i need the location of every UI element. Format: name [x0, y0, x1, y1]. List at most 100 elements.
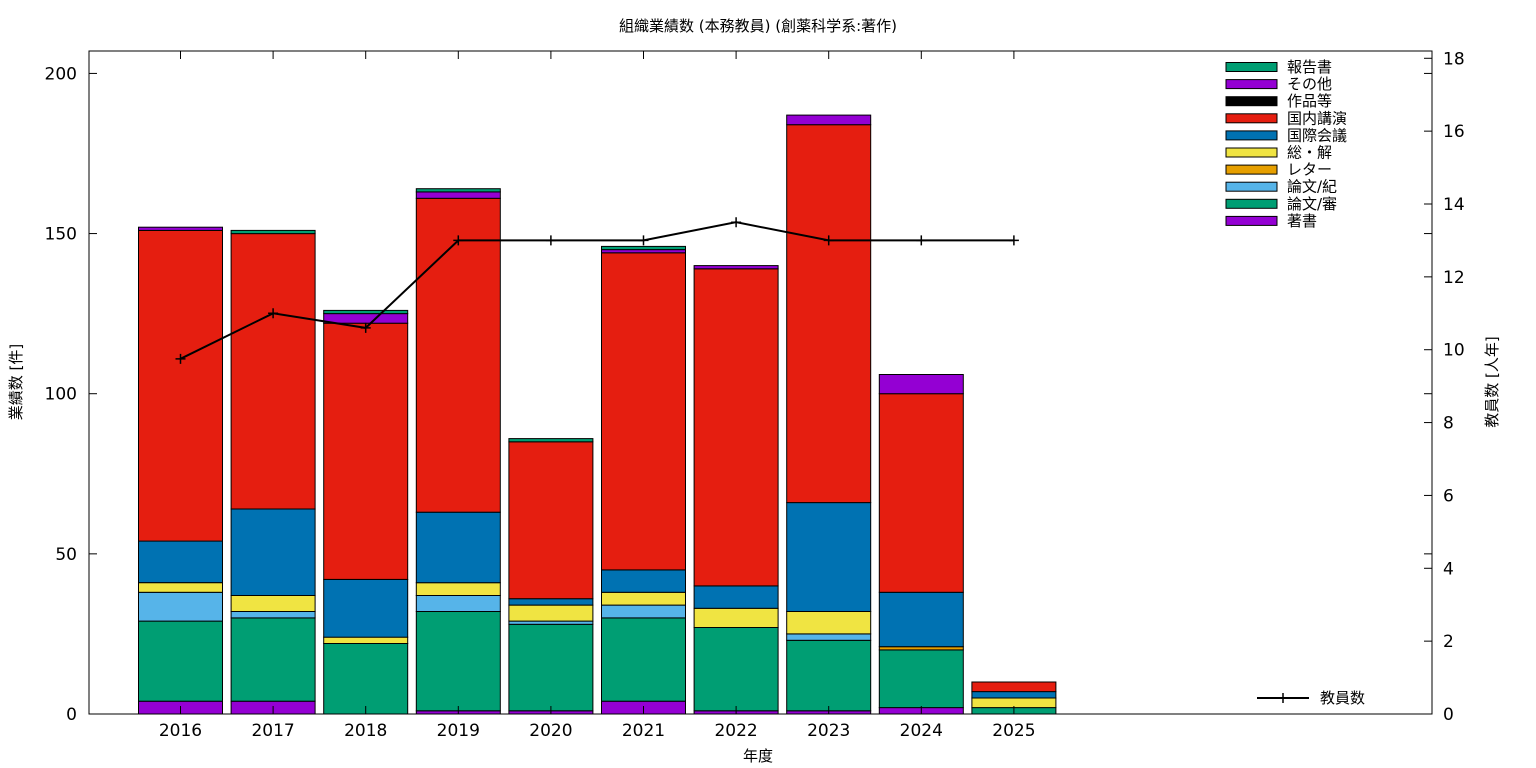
bar-2019-報告書 — [415, 188, 501, 193]
bar-2020-論文-審 — [508, 623, 594, 712]
bar-2024-国内講演 — [878, 393, 964, 593]
faculty-point-2023 — [823, 235, 834, 246]
faculty-line — [175, 217, 1019, 364]
y-tick-label: 100 — [45, 385, 77, 405]
bar-2017-報告書 — [230, 229, 316, 235]
faculty-point-2017 — [268, 308, 279, 319]
bar-2016-その他 — [138, 226, 223, 231]
x-tick-label: 2020 — [529, 721, 572, 741]
y-tick-label: 50 — [55, 545, 77, 565]
bar-2021-論文-審 — [601, 617, 686, 702]
legend-swatch-レター — [1225, 164, 1278, 175]
bar-2021-報告書 — [601, 245, 686, 251]
bar-2018-国際会議 — [323, 579, 409, 638]
x-tick-label: 2019 — [437, 721, 480, 741]
legend-label-論文-紀: 論文/紀 — [1287, 178, 1337, 196]
legend-label-著書: 著書 — [1287, 212, 1317, 230]
bar-2023-論文-審 — [786, 639, 872, 712]
x-tick-label: 2018 — [344, 721, 387, 741]
legend-label-総-解: 総・解 — [1287, 144, 1332, 162]
legend-label-その他: その他 — [1287, 75, 1332, 93]
faculty-point-2024 — [916, 235, 927, 246]
faculty-point-2019 — [453, 235, 464, 246]
bar-2016-国際会議 — [138, 540, 223, 584]
faculty-point-2016 — [175, 353, 186, 364]
legend-swatch-論文-紀 — [1225, 181, 1278, 192]
bar-2018-総-解 — [323, 636, 409, 644]
x-axis-label: 年度 — [743, 747, 773, 765]
bar-2025-国際会議 — [971, 691, 1057, 699]
bar-2019-論文-審 — [415, 611, 501, 712]
y-axis-label: 業績数 [件] — [7, 344, 25, 420]
y2-tick-label: 18 — [1443, 49, 1465, 69]
bar-2017-総-解 — [230, 595, 316, 612]
y2-tick-label: 8 — [1443, 414, 1454, 434]
bar-2017-論文-紀 — [230, 611, 316, 619]
bar-2018-報告書 — [323, 309, 409, 315]
y2-tick-label: 2 — [1443, 632, 1454, 652]
x-tick-label: 2024 — [900, 721, 943, 741]
bar-2022-国内講演 — [693, 268, 779, 587]
bar-2020-総-解 — [508, 604, 594, 622]
bar-2019-論文-紀 — [415, 595, 501, 612]
x-tick-label: 2022 — [714, 721, 757, 741]
bar-2020-国内講演 — [508, 441, 594, 600]
bar-2025-国内講演 — [971, 681, 1057, 693]
faculty-point-2018 — [360, 322, 371, 333]
bar-2021-国際会議 — [601, 569, 686, 593]
bar-2021-国内講演 — [601, 252, 686, 571]
right-axis-ticks: 0 2 4 6 8 10 12 14 16 18 — [1424, 49, 1465, 725]
bar-2024-論文-審 — [878, 649, 964, 709]
y-tick-label: 150 — [45, 225, 77, 245]
legend-swatch-国際会議 — [1225, 130, 1278, 141]
x-tick-label: 2023 — [807, 721, 850, 741]
bar-2017-国際会議 — [230, 508, 316, 596]
legend-label-作品等: 作品等 — [1287, 92, 1332, 110]
bar-2023-その他 — [786, 114, 872, 126]
legend-label-faculty: 教員数 — [1320, 689, 1365, 707]
bar-2017-論文-審 — [230, 617, 316, 702]
left-axis-ticks: 0 50 100 150 200 — [45, 64, 1432, 725]
x-tick-label: 2021 — [622, 721, 665, 741]
bar-2023-総-解 — [786, 611, 872, 635]
bar-2019-総-解 — [415, 582, 501, 597]
y2-tick-label: 14 — [1443, 195, 1465, 215]
faculty-point-2025 — [1008, 235, 1019, 246]
bar-2017-国内講演 — [230, 233, 316, 510]
bar-2016-論文-審 — [138, 620, 223, 702]
bar-2023-国際会議 — [786, 502, 872, 613]
bar-2022-その他 — [693, 265, 779, 270]
legend-label-国際会議: 国際会議 — [1287, 126, 1347, 144]
bar-2024-国際会議 — [878, 591, 964, 648]
faculty-point-2021 — [638, 235, 649, 246]
legend-swatch-総-解 — [1225, 147, 1278, 158]
legend-swatch-著書 — [1225, 215, 1278, 226]
chart-title: 組織業績数 (本務教員) (創薬科学系:著作) — [619, 17, 897, 35]
bar-2016-論文-紀 — [138, 591, 223, 622]
faculty-point-2020 — [545, 235, 556, 246]
bar-2019-国内講演 — [415, 197, 501, 513]
x-tick-label: 2016 — [159, 721, 202, 741]
y-tick-label: 0 — [66, 705, 77, 725]
faculty-point-2022 — [731, 217, 742, 228]
legend-label-国内講演: 国内講演 — [1287, 109, 1347, 127]
bar-2019-国際会議 — [415, 511, 501, 584]
y2-tick-label: 0 — [1443, 705, 1454, 725]
faculty-line-path — [180, 221, 1014, 360]
x-tick-label: 2017 — [251, 721, 294, 741]
legend-swatch-論文-審 — [1225, 198, 1278, 209]
y2-tick-label: 4 — [1443, 559, 1454, 579]
y2-axis-label: 教員数 [人年] — [1483, 336, 1501, 427]
bar-2023-論文-紀 — [786, 633, 872, 641]
x-tick-label: 2025 — [992, 721, 1035, 741]
bar-2018-その他 — [323, 313, 409, 324]
bar-2021-総-解 — [601, 591, 686, 606]
legend-label-レター: レター — [1287, 161, 1332, 179]
y2-tick-label: 12 — [1443, 268, 1465, 288]
bar-2016-国内講演 — [138, 229, 223, 542]
y2-tick-label: 10 — [1443, 341, 1465, 361]
legend-swatch-報告書 — [1225, 62, 1278, 72]
bar-2016-総-解 — [138, 582, 223, 593]
